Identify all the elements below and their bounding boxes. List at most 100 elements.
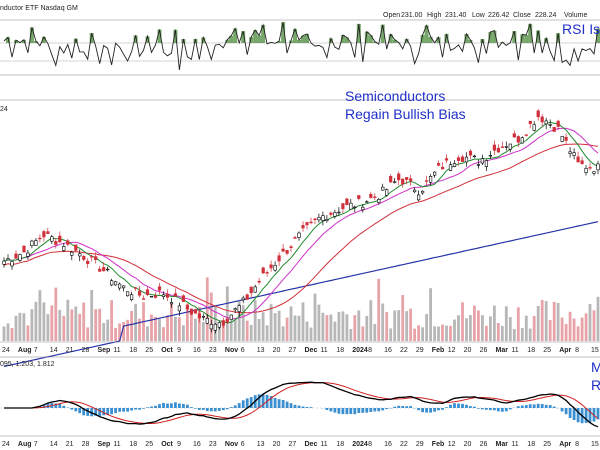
volume-bars <box>2 277 600 341</box>
macd-histogram-bar <box>142 408 145 409</box>
candle-body <box>10 261 14 267</box>
candle-body <box>42 231 46 238</box>
macd-histogram-bar <box>508 408 512 410</box>
candle-body <box>86 260 90 265</box>
rsi-fill-segment <box>392 39 397 43</box>
candle-body <box>233 308 237 311</box>
macd-histogram-bar <box>209 408 213 412</box>
x-tick-label: 16 <box>193 441 201 448</box>
rsi-fill-segment <box>364 31 369 43</box>
macd-histogram-bar <box>118 408 121 412</box>
volume-bar <box>277 310 281 341</box>
volume-bar <box>516 307 520 341</box>
macd-histogram-bar <box>170 403 173 408</box>
candle-body <box>269 264 273 269</box>
macd-histogram-bar <box>70 408 74 410</box>
rsi-fill-segment <box>41 36 46 43</box>
volume-bar <box>321 312 325 341</box>
volume-bar <box>30 309 34 341</box>
volume-bar <box>281 326 285 341</box>
volume-bar <box>197 307 201 341</box>
x-tick-label: 29 <box>416 441 424 448</box>
rsi-fill-segment <box>436 37 441 43</box>
macd-histogram-bar <box>110 408 113 415</box>
candle-body <box>357 195 361 199</box>
x-tick-label: 2024 <box>352 347 368 354</box>
macd-histogram-bar <box>122 408 125 412</box>
rsi-fill-segment <box>133 35 138 43</box>
header-open-label: Open <box>383 12 400 19</box>
macd-histogram-bar <box>429 408 432 413</box>
volume-bar <box>245 320 249 341</box>
candle-body <box>428 176 433 183</box>
candle-body <box>568 151 572 154</box>
candle-body <box>385 189 389 196</box>
candle-body <box>114 281 118 286</box>
candle-body <box>540 116 544 123</box>
macd-histogram-bar <box>277 399 281 408</box>
volume-bar <box>548 320 552 341</box>
candle-body <box>229 314 233 320</box>
candle-body <box>261 267 265 274</box>
macd-histogram-bar <box>241 400 245 408</box>
volume-bar <box>592 310 596 341</box>
candle-body <box>317 217 321 221</box>
macd-histogram-bar <box>269 396 273 408</box>
macd-histogram-bar <box>217 408 221 411</box>
volume-bar <box>544 301 548 341</box>
macd-histogram-bar <box>465 404 468 408</box>
candle-body <box>420 190 425 194</box>
macd-histogram-bar <box>548 405 552 408</box>
header-high-label: High <box>427 12 442 19</box>
macd-histogram-bar <box>225 408 229 410</box>
rsi-fill-segment <box>544 38 549 43</box>
candle-body <box>401 178 405 185</box>
x-axis-ticks-macd: 24 Aug 7 14 21 28 Sep 11 18 25 Oct 9 16 23 Nov 6 13 20 27 D… <box>2 441 599 448</box>
rsi-fill-segment <box>281 22 286 43</box>
volume-bar <box>285 317 289 341</box>
x-tick-label: 11 <box>511 347 518 354</box>
volume-bar <box>397 310 401 341</box>
macd-histogram-bar <box>297 405 301 408</box>
candle-body <box>153 295 158 298</box>
candle-body <box>217 322 221 328</box>
volume-bar <box>114 327 117 341</box>
volume-bar <box>433 326 436 341</box>
macd-histogram-bar <box>94 408 98 416</box>
x-tick-label: Apr <box>559 347 571 354</box>
x-tick-label: 11 <box>511 441 518 448</box>
candle-body <box>142 298 146 300</box>
rsi-fill-segment <box>157 29 162 43</box>
x-tick-label: 7 <box>34 347 38 354</box>
candle-body <box>373 196 377 198</box>
rsi-fill-segment <box>340 35 345 43</box>
volume-bar <box>265 325 269 341</box>
macd-histogram-bar <box>293 404 297 408</box>
candle-body <box>30 240 34 246</box>
x-tick-label: 29 <box>416 347 424 354</box>
candle-body <box>504 146 508 148</box>
price-panel: 24 <box>0 99 600 368</box>
macd-histogram-bar <box>433 408 436 412</box>
volume-bar <box>520 328 524 341</box>
volume-bar <box>349 329 353 341</box>
volume-bar <box>217 326 221 341</box>
rsi-fill-segment <box>528 23 533 43</box>
x-tick-label: Mar <box>496 441 509 448</box>
rsi-panel <box>0 19 600 76</box>
rsi-fill-segment <box>145 36 150 43</box>
candle-body <box>94 256 98 261</box>
macd-histogram-bar <box>500 408 504 412</box>
x-tick-label: 18 <box>129 441 137 448</box>
macd-histogram-bar <box>552 406 556 408</box>
candle-body <box>349 202 353 210</box>
rsi-fill-segment <box>249 37 254 43</box>
rsi-fill-segment <box>512 31 517 43</box>
macd-histogram-bar <box>572 408 576 420</box>
macd-panel: 095, 1.203, 1.812 <box>0 356 600 437</box>
candle-body <box>58 235 62 243</box>
candle-body <box>472 155 477 158</box>
macd-histogram-bar <box>496 408 500 412</box>
rsi-fill-segment <box>29 27 34 43</box>
volume-bar <box>190 312 193 341</box>
